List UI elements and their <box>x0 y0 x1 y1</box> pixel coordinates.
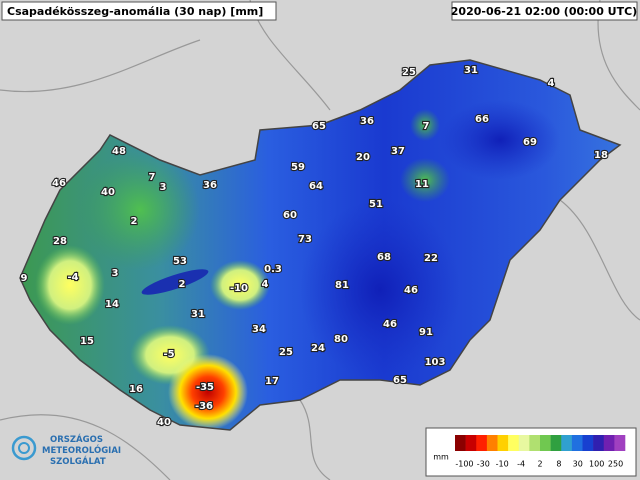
value: 66 <box>475 114 489 125</box>
value: 31 <box>191 309 205 320</box>
legend-label: -30 <box>477 460 490 469</box>
value: -4 <box>67 272 78 283</box>
value: 37 <box>391 146 405 157</box>
value: 53 <box>173 256 187 267</box>
logo-ring <box>11 435 37 461</box>
legend-swatch <box>550 435 562 451</box>
value: 3 <box>112 268 119 279</box>
legend-swatch <box>603 435 615 451</box>
logo-ring <box>18 442 30 454</box>
value: 91 <box>419 327 433 338</box>
legend-label: 100 <box>589 460 604 469</box>
value: 20 <box>356 152 370 163</box>
timestamp-box <box>451 1 638 21</box>
value: 2 <box>131 216 138 227</box>
value: 4 <box>262 279 269 290</box>
value: 25 <box>402 67 416 78</box>
legend-label: 30 <box>573 460 583 469</box>
logo-line: METEOROLÓGIAI <box>42 444 121 456</box>
value: 65 <box>312 121 326 132</box>
title: Csapadékösszeg-anomália (30 nap) [mm] <box>7 5 263 18</box>
legend: mm -100 -30 -10 -4 2 8 30 100 250 <box>425 427 637 477</box>
legend-swatch <box>540 435 551 451</box>
value: 40 <box>101 187 115 198</box>
value: 36 <box>360 116 374 127</box>
value: 80 <box>334 334 348 345</box>
lake-balaton <box>141 269 209 295</box>
title-box <box>1 1 277 21</box>
value: 28 <box>53 236 67 247</box>
legend-label: 250 <box>608 460 623 469</box>
value: -5 <box>163 349 174 360</box>
value: 11 <box>415 179 429 190</box>
logo: ORSZÁGOS METEOROLÓGIAI SZOLGÁLAT <box>11 433 121 467</box>
legend-swatch <box>465 435 477 451</box>
legend-swatch <box>486 435 498 451</box>
legend-label: 2 <box>537 460 542 469</box>
value: 25 <box>279 347 293 358</box>
legend-label: -100 <box>455 460 473 469</box>
legend-swatch <box>476 435 488 451</box>
value: 16 <box>129 384 143 395</box>
value: 31 <box>464 65 478 76</box>
logo-line: ORSZÁGOS <box>50 433 103 445</box>
value: 68 <box>377 252 391 263</box>
legend-swatch <box>593 435 605 451</box>
value: 59 <box>291 162 305 173</box>
value: 64 <box>309 181 323 192</box>
value: 22 <box>424 253 438 264</box>
value: 15 <box>80 336 94 347</box>
value: 18 <box>594 150 608 161</box>
value: 40 <box>157 417 171 428</box>
legend-swatch <box>508 435 520 451</box>
legend-swatch <box>497 435 509 451</box>
value: 73 <box>298 234 312 245</box>
value: 2 <box>179 279 186 290</box>
legend-swatch <box>529 435 541 451</box>
value: 7 <box>423 121 430 132</box>
value: 14 <box>105 299 119 310</box>
legend-label: 8 <box>556 460 561 469</box>
value: -10 <box>230 283 248 294</box>
value: 48 <box>112 146 126 157</box>
value: 46 <box>383 319 397 330</box>
legend-swatch <box>561 435 573 451</box>
legend-label: -10 <box>496 460 509 469</box>
value: 36 <box>203 180 217 191</box>
value: -36 <box>195 401 213 412</box>
legend-swatch <box>582 435 594 451</box>
legend-label: -4 <box>517 460 525 469</box>
value: -35 <box>196 382 214 393</box>
value: 60 <box>283 210 297 221</box>
station-values: 25 31 4 65 36 7 66 69 18 48 46 7 3 36 59… <box>19 64 609 429</box>
value: 103 <box>425 357 446 368</box>
value: 81 <box>335 280 349 291</box>
value: 24 <box>311 343 325 354</box>
legend-swatch <box>455 435 466 451</box>
timestamp: 2020-06-21 02:00 (00:00 UTC) <box>451 5 637 18</box>
value: 4 <box>548 78 555 89</box>
value: 7 <box>149 172 156 183</box>
value: 65 <box>393 375 407 386</box>
value: 51 <box>369 199 383 210</box>
value: 9 <box>21 273 28 284</box>
value: 3 <box>160 182 167 193</box>
value: 17 <box>265 376 279 387</box>
logo-line: SZOLGÁLAT <box>50 455 106 467</box>
value: 46 <box>52 178 66 189</box>
value: 46 <box>404 285 418 296</box>
value: 69 <box>523 137 537 148</box>
legend-swatch <box>614 435 626 451</box>
legend-swatch <box>571 435 583 451</box>
value: 0.3 <box>264 264 282 275</box>
legend-swatch <box>518 435 530 451</box>
value: 34 <box>252 324 266 335</box>
legend-unit: mm <box>433 453 449 462</box>
